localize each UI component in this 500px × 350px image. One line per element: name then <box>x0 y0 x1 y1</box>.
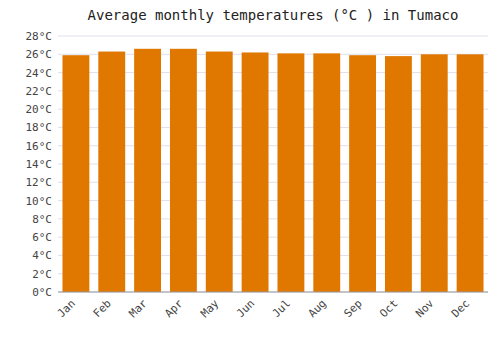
grid-line <box>58 292 488 293</box>
x-tick-label: Jan <box>55 297 78 320</box>
y-tick-label: 28°C <box>26 30 53 43</box>
x-tick-label: Sep <box>341 297 364 320</box>
bar <box>349 55 376 292</box>
x-tick-label: Oct <box>377 297 400 320</box>
y-tick-label: 22°C <box>26 85 53 98</box>
y-tick-label: 4°C <box>32 249 52 262</box>
page: {"chart_data": {"type": "bar", "title": … <box>0 0 500 350</box>
x-tick-label: Apr <box>162 297 186 321</box>
y-tick-label: 10°C <box>26 195 53 208</box>
y-tick-label: 24°C <box>26 67 53 80</box>
x-tick-label: Mar <box>126 297 150 321</box>
x-axis-line <box>58 292 488 293</box>
x-tick-label: Nov <box>413 297 437 321</box>
bar <box>206 52 233 292</box>
y-tick-label: 12°C <box>26 176 53 189</box>
x-tick-label: Dec <box>449 297 472 320</box>
y-tick-label: 18°C <box>26 121 53 134</box>
bar <box>170 49 197 292</box>
grid <box>58 36 488 292</box>
x-tick-label: Jul <box>270 297 293 320</box>
bar <box>134 49 161 292</box>
y-tick-label: 26°C <box>26 48 53 61</box>
bar <box>421 54 448 292</box>
x-tick-label: Aug <box>306 297 329 320</box>
chart-container: Average monthly temperatures (°C ) in Tu… <box>0 0 500 350</box>
bar <box>385 56 412 292</box>
bar <box>62 55 89 292</box>
bar <box>313 53 340 292</box>
x-tick-label: Feb <box>91 297 114 320</box>
y-tick-label: 2°C <box>32 268 52 281</box>
x-tick-label: May <box>198 297 222 321</box>
bar <box>277 53 304 292</box>
title: Average monthly temperatures (°C ) in Tu… <box>88 7 459 23</box>
chart-svg: Average monthly temperatures (°C ) in Tu… <box>0 0 500 350</box>
y-tick-label: 16°C <box>26 140 53 153</box>
y-tick-label: 6°C <box>32 231 52 244</box>
y-tick-label: 20°C <box>26 103 53 116</box>
y-tick-label: 14°C <box>26 158 53 171</box>
grid-line <box>58 36 488 37</box>
bars <box>62 49 483 292</box>
y-tick-label: 0°C <box>32 286 52 299</box>
bar <box>457 54 484 292</box>
bar <box>98 52 125 292</box>
x-tick-label: Jun <box>234 297 257 320</box>
y-tick-label: 8°C <box>32 213 52 226</box>
bar <box>242 52 269 292</box>
